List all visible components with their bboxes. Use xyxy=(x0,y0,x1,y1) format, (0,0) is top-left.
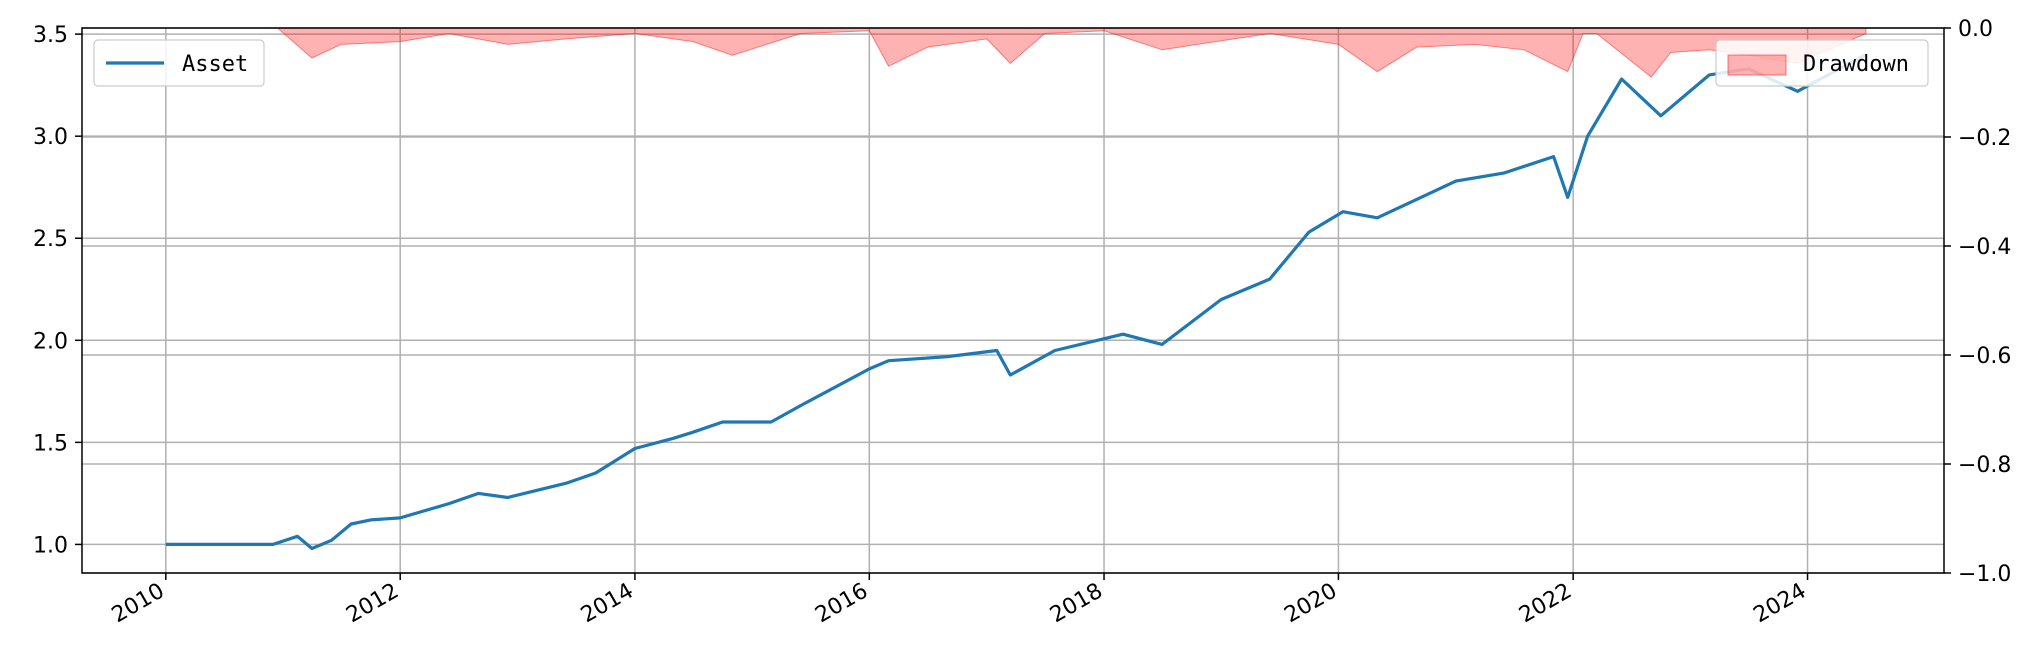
plot-frame xyxy=(81,27,1945,574)
legend-drawdown-swatch xyxy=(1727,54,1787,76)
y2-tick-label: −0.4 xyxy=(1958,235,2011,260)
y-tick-label: 1.0 xyxy=(33,533,68,558)
asset-line xyxy=(165,53,1867,551)
asset-line-layer xyxy=(165,53,1867,551)
y2-tick-label: −0.2 xyxy=(1958,126,2011,151)
grid xyxy=(82,27,1944,574)
right-y-axis: 0.0 −0.2 −0.4 −0.6 −0.8 −1.0 xyxy=(1944,17,2011,587)
legend-drawdown: Drawdown xyxy=(1715,39,1929,87)
y2-tick-label: −1.0 xyxy=(1958,562,2011,587)
y2-tick-label: −0.8 xyxy=(1958,453,2011,478)
legend-box xyxy=(93,39,265,87)
y2-tick-label: −0.6 xyxy=(1958,344,2011,369)
y-tick-label: 3.5 xyxy=(33,23,68,48)
y-tick-label: 3.0 xyxy=(33,125,68,150)
legend-asset-label: Asset xyxy=(182,52,248,77)
left-y-axis: 1.0 1.5 2.0 2.5 3.0 3.5 xyxy=(33,23,82,558)
drawdown-area-layer xyxy=(165,27,1867,78)
legend-drawdown-label: Drawdown xyxy=(1803,52,1909,77)
y-tick-label: 2.0 xyxy=(33,329,68,354)
y-tick-label: 1.5 xyxy=(33,431,68,456)
y2-tick-label: 0.0 xyxy=(1958,17,1993,42)
legend-asset: Asset xyxy=(93,39,265,87)
y-tick-label: 2.5 xyxy=(33,227,68,252)
drawdown-area xyxy=(165,27,1867,78)
